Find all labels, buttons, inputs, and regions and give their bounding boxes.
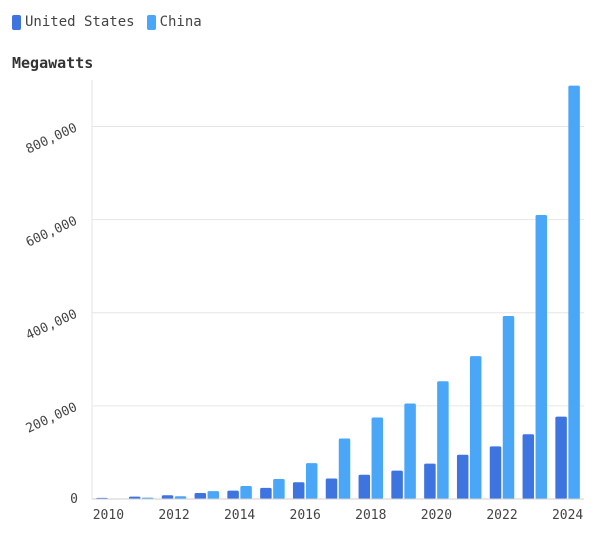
bar-united-states-2015[interactable] (260, 487, 272, 499)
bar-china-2020[interactable] (437, 381, 449, 499)
bar-united-states-2014[interactable] (227, 490, 239, 499)
bar-united-states-2024[interactable] (555, 416, 567, 499)
bar-china-2021[interactable] (469, 356, 482, 499)
bar-united-states-2018[interactable] (358, 474, 371, 499)
y-tick-label: 400,000 (24, 307, 80, 344)
x-tick-label: 2016 (290, 508, 321, 523)
y-tick-label: 0 (70, 492, 78, 507)
bar-china-2024[interactable] (568, 85, 580, 499)
bar-united-states-2022[interactable] (489, 446, 502, 499)
bar-united-states-2019[interactable] (391, 470, 403, 499)
legend-label-united-states: United States (25, 14, 135, 30)
bar-united-states-2011[interactable] (128, 496, 141, 499)
legend-swatch-united-states (12, 14, 21, 30)
bar-united-states-2013[interactable] (194, 492, 207, 499)
x-tick-label: 2010 (93, 508, 124, 523)
bar-china-2014[interactable] (240, 485, 252, 499)
y-tick-label: 600,000 (24, 214, 80, 251)
y-axis-label: Megawatts (12, 54, 94, 72)
bar-china-2017[interactable] (338, 438, 351, 499)
bar-china-2016[interactable] (305, 463, 318, 499)
x-tick-label: 2012 (158, 508, 189, 523)
x-tick-label: 2014 (224, 508, 255, 523)
bar-united-states-2017[interactable] (325, 478, 338, 499)
y-tick-label: 200,000 (24, 400, 80, 437)
bar-china-2022[interactable] (502, 316, 515, 499)
legend-label-china: China (159, 14, 202, 30)
bar-china-2019[interactable] (404, 403, 416, 499)
bar-united-states-2023[interactable] (522, 434, 535, 499)
legend-item-united-states[interactable]: United States (12, 14, 135, 30)
x-tick-label: 2020 (421, 508, 452, 523)
x-tick-label: 2018 (355, 508, 386, 523)
bar-china-2023[interactable] (535, 215, 548, 499)
bar-china-2012[interactable] (174, 496, 187, 499)
bar-united-states-2020[interactable] (424, 463, 436, 499)
bar-china-2018[interactable] (371, 417, 384, 499)
x-tick-label: 2022 (486, 508, 517, 523)
bar-united-states-2016[interactable] (292, 482, 305, 499)
bar-united-states-2012[interactable] (161, 495, 174, 499)
legend-swatch-china (146, 14, 156, 30)
bar-china-2015[interactable] (273, 478, 285, 499)
bar-united-states-2021[interactable] (456, 454, 469, 499)
legend-item-china[interactable]: China (146, 14, 202, 30)
y-tick-label: 800,000 (24, 121, 80, 158)
legend: United States China (12, 14, 202, 30)
bar-china-2013[interactable] (207, 491, 220, 499)
x-tick-label: 2024 (552, 508, 583, 523)
